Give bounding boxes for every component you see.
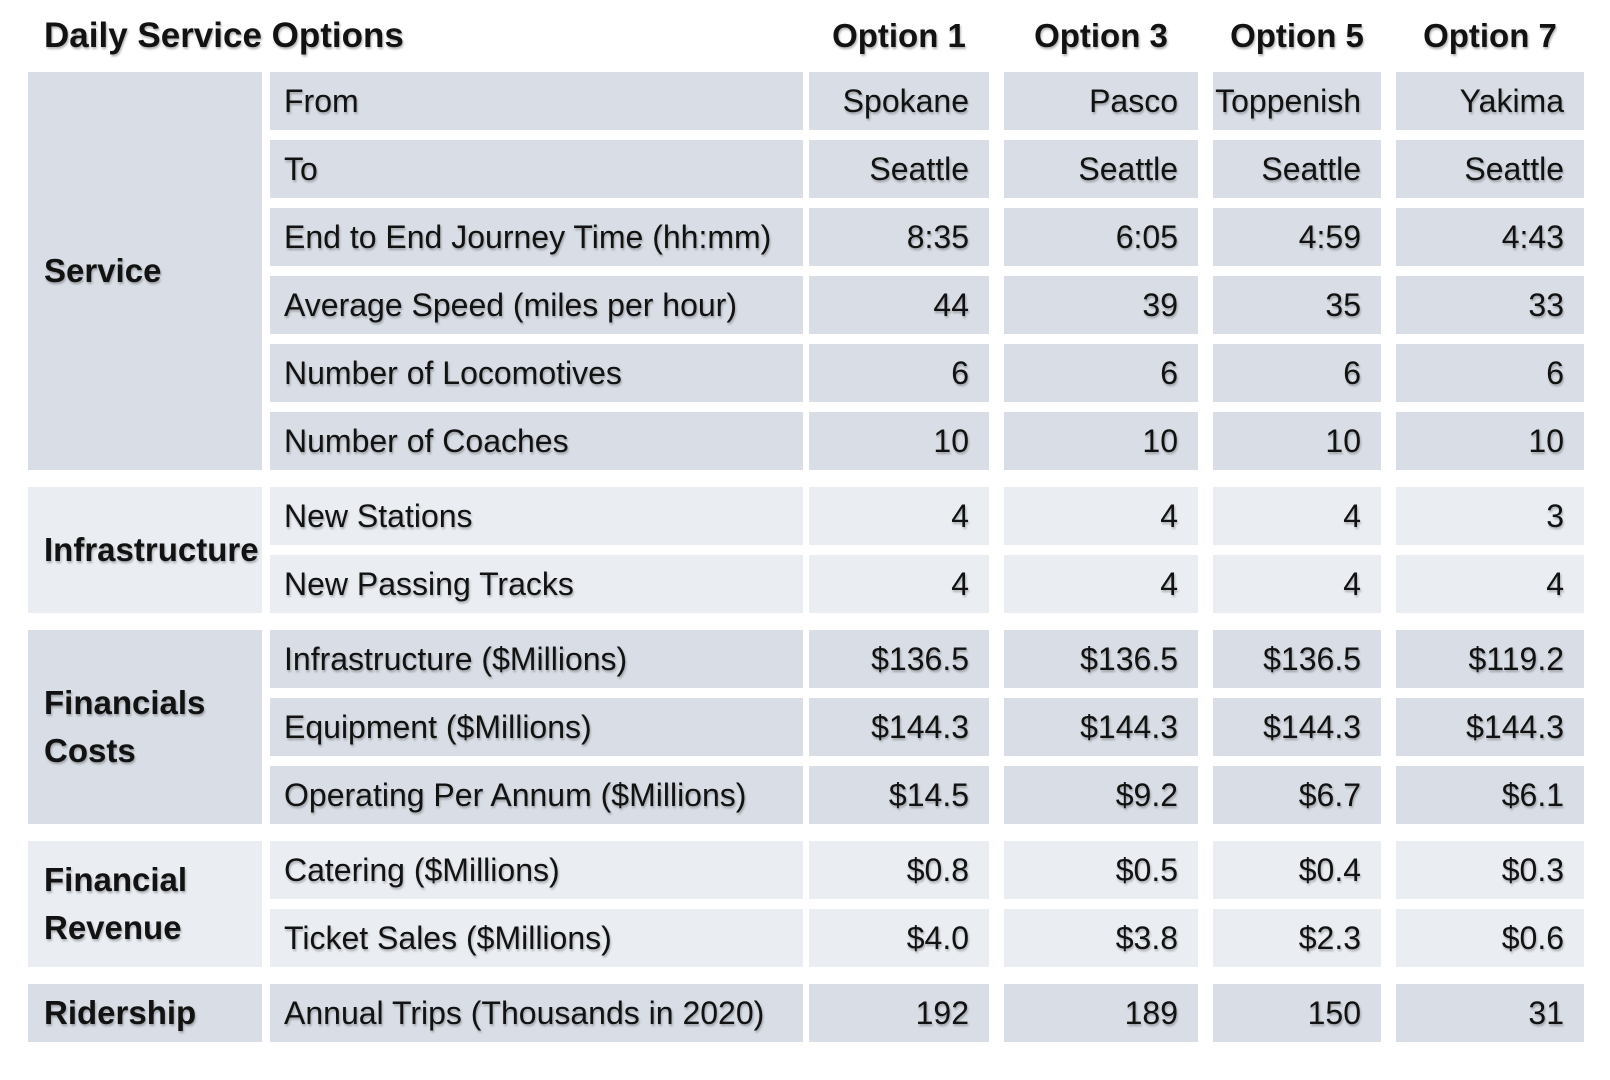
cell-value: Seattle [1004, 140, 1198, 198]
cell-value: $6.1 [1396, 766, 1584, 824]
row-label: Equipment ($Millions) [270, 698, 803, 756]
row-label: Average Speed (miles per hour) [270, 276, 803, 334]
row-group-band: Infrastructure New Stations 4 4 4 3 New Passin… [28, 487, 1584, 613]
cell-value: 4 [809, 487, 989, 545]
row-group-band: Financial Revenue Catering ($Millions) $0.… [28, 841, 1584, 967]
group-label: Financials Costs [28, 630, 262, 824]
cell-value: 8:35 [809, 208, 989, 266]
cell-value: 4 [1213, 555, 1381, 613]
cell-value: 3 [1396, 487, 1584, 545]
cell-value: 4 [1213, 487, 1381, 545]
cell-value: $3.8 [1004, 909, 1198, 967]
cell-value: Seattle [809, 140, 989, 198]
row-group-band: Financials Costs Infrastructure ($Million… [28, 630, 1584, 824]
row-label: Infrastructure ($Millions) [270, 630, 803, 688]
cell-value: $144.3 [1004, 698, 1198, 756]
cell-value: $0.3 [1396, 841, 1584, 899]
cell-value: $4.0 [809, 909, 989, 967]
cell-value: 6 [1004, 344, 1198, 402]
cell-value: 39 [1004, 276, 1198, 334]
cell-value: 4 [809, 555, 989, 613]
row-label: End to End Journey Time (hh:mm) [270, 208, 803, 266]
cell-value: $14.5 [809, 766, 989, 824]
row-label: New Stations [270, 487, 803, 545]
cell-value: $0.6 [1396, 909, 1584, 967]
cell-value: 4 [1004, 555, 1198, 613]
cell-value: 4:43 [1396, 208, 1584, 266]
cell-value: 189 [1004, 984, 1198, 1042]
cell-value: 6 [1213, 344, 1381, 402]
cell-value: $136.5 [1213, 630, 1381, 688]
cell-value: Seattle [1213, 140, 1381, 198]
cell-value: 35 [1213, 276, 1381, 334]
group-label: Infrastructure [28, 487, 262, 613]
cell-value: 10 [1396, 412, 1584, 470]
table-header-row: Daily Service Options Option 1 Option 3 Op… [28, 0, 1584, 72]
table-body: Service From Spokane Pasco Toppenish Yakima To… [28, 72, 1584, 1042]
cell-value: 4 [1004, 487, 1198, 545]
cell-value: 10 [1213, 412, 1381, 470]
cell-value: 44 [809, 276, 989, 334]
cell-value: $6.7 [1213, 766, 1381, 824]
row-label: From [270, 72, 803, 130]
cell-value: 6 [809, 344, 989, 402]
cell-value: $136.5 [1004, 630, 1198, 688]
column-header: Option 3 [1034, 17, 1168, 54]
cell-value: $119.2 [1396, 630, 1584, 688]
row-group-band: Service From Spokane Pasco Toppenish Yakima To… [28, 72, 1584, 470]
cell-value: Yakima [1396, 72, 1584, 130]
row-label: Operating Per Annum ($Millions) [270, 766, 803, 824]
cell-value: $136.5 [809, 630, 989, 688]
table-title: Daily Service Options [44, 16, 404, 55]
row-label: Number of Coaches [270, 412, 803, 470]
row-label: New Passing Tracks [270, 555, 803, 613]
cell-value: 192 [809, 984, 989, 1042]
cell-value: 33 [1396, 276, 1584, 334]
cell-value: $0.8 [809, 841, 989, 899]
row-label: Ticket Sales ($Millions) [270, 909, 803, 967]
cell-value: $0.5 [1004, 841, 1198, 899]
group-label: Service [28, 72, 262, 470]
cell-value: 4 [1396, 555, 1584, 613]
cell-value: 6 [1396, 344, 1584, 402]
row-group-band: Ridership Annual Trips (Thousands in 2020… [28, 984, 1584, 1042]
column-header: Option 7 [1423, 17, 1557, 54]
group-label: Ridership [28, 984, 262, 1042]
cell-value: $144.3 [809, 698, 989, 756]
column-header: Option 5 [1230, 17, 1364, 54]
row-label: Annual Trips (Thousands in 2020) [270, 984, 803, 1042]
cell-value: 150 [1213, 984, 1381, 1042]
cell-value: $9.2 [1004, 766, 1198, 824]
cell-value: 4:59 [1213, 208, 1381, 266]
cell-value: 10 [809, 412, 989, 470]
cell-value: 31 [1396, 984, 1584, 1042]
cell-value: $2.3 [1213, 909, 1381, 967]
cell-value: 10 [1004, 412, 1198, 470]
row-label: To [270, 140, 803, 198]
cell-value: 6:05 [1004, 208, 1198, 266]
column-header: Option 1 [832, 17, 966, 54]
cell-value: Pasco [1004, 72, 1198, 130]
cell-value: Spokane [809, 72, 989, 130]
cell-value: $144.3 [1213, 698, 1381, 756]
row-label: Number of Locomotives [270, 344, 803, 402]
group-label: Financial Revenue [28, 841, 262, 967]
row-label: Catering ($Millions) [270, 841, 803, 899]
cell-value: Seattle [1396, 140, 1584, 198]
cell-value: $0.4 [1213, 841, 1381, 899]
cell-value: Toppenish [1213, 72, 1381, 130]
cell-value: $144.3 [1396, 698, 1584, 756]
